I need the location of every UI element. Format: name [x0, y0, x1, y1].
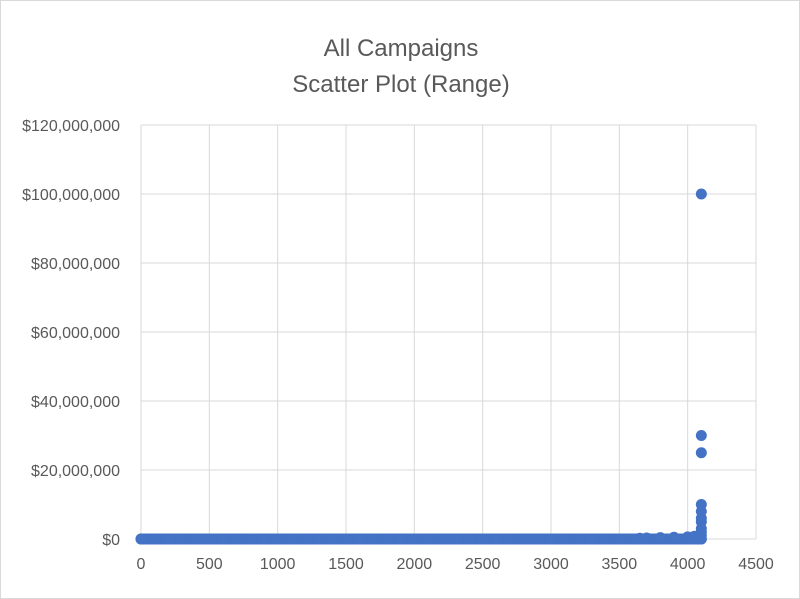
- data-points: [135, 188, 707, 545]
- data-point: [367, 533, 379, 545]
- x-tick-label: 4500: [738, 556, 774, 573]
- data-point: [490, 533, 502, 545]
- data-point: [408, 533, 420, 545]
- data-point: [449, 533, 461, 545]
- data-point: [381, 533, 393, 545]
- data-point: [436, 533, 448, 545]
- x-tick-label: 500: [196, 556, 223, 573]
- y-axis-ticks: $0 $20,000,000 $40,000,000 $60,000,000 $80,0…: [22, 118, 120, 549]
- x-tick-label: 3000: [533, 556, 569, 573]
- x-tick-label: 4000: [670, 556, 706, 573]
- data-point: [600, 533, 612, 545]
- gridlines: [140, 124, 757, 540]
- data-point: [463, 533, 475, 545]
- y-tick-label: $60,000,000: [31, 325, 120, 342]
- data-point: [613, 533, 625, 545]
- data-point: [285, 533, 297, 545]
- data-point: [272, 533, 284, 545]
- y-tick-label: $40,000,000: [31, 394, 120, 411]
- y-tick-label: $100,000,000: [22, 187, 120, 204]
- chart-title: All Campaigns: [323, 35, 479, 62]
- x-tick-label: 2500: [465, 556, 501, 573]
- data-point: [518, 533, 530, 545]
- data-point: [340, 533, 352, 545]
- data-point: [477, 533, 489, 545]
- data-point: [695, 499, 707, 510]
- y-tick-label: $0: [102, 532, 120, 549]
- data-point: [217, 533, 229, 545]
- data-point: [695, 188, 707, 200]
- data-point: [654, 532, 666, 544]
- data-point: [313, 533, 325, 545]
- x-tick-label: 1000: [260, 556, 296, 573]
- data-point: [504, 533, 516, 545]
- data-point: [135, 533, 147, 545]
- x-tick-label: 0: [137, 556, 146, 573]
- data-point: [176, 533, 188, 545]
- data-point: [258, 533, 270, 545]
- data-point: [326, 533, 338, 545]
- x-tick-label: 2000: [397, 556, 433, 573]
- data-point: [395, 533, 407, 545]
- data-point: [149, 533, 161, 545]
- data-point: [641, 532, 653, 544]
- y-tick-label: $20,000,000: [31, 463, 120, 480]
- data-point: [695, 447, 707, 459]
- data-point: [572, 533, 584, 545]
- data-point: [354, 533, 366, 545]
- data-point: [299, 533, 311, 545]
- data-point: [545, 533, 557, 545]
- y-tick-label: $80,000,000: [31, 256, 120, 273]
- y-tick-label: $120,000,000: [22, 118, 120, 135]
- x-tick-label: 3500: [602, 556, 638, 573]
- x-tick-label: 1500: [328, 556, 364, 573]
- data-point: [162, 533, 174, 545]
- x-axis-ticks: 0 500 1000 1500 2000 2500 3000 3500 4000 4500: [137, 556, 774, 573]
- chart-title-block: All Campaigns Scatter Plot (Range): [1, 31, 800, 103]
- data-point: [559, 533, 571, 545]
- data-point: [190, 533, 202, 545]
- data-point: [586, 533, 598, 545]
- data-point: [422, 533, 434, 545]
- data-point: [531, 533, 543, 545]
- data-point: [244, 533, 256, 545]
- data-point: [203, 533, 215, 545]
- data-point: [668, 531, 680, 543]
- chart-subtitle: Scatter Plot (Range): [292, 71, 510, 98]
- data-point: [695, 430, 707, 441]
- data-point: [231, 533, 243, 545]
